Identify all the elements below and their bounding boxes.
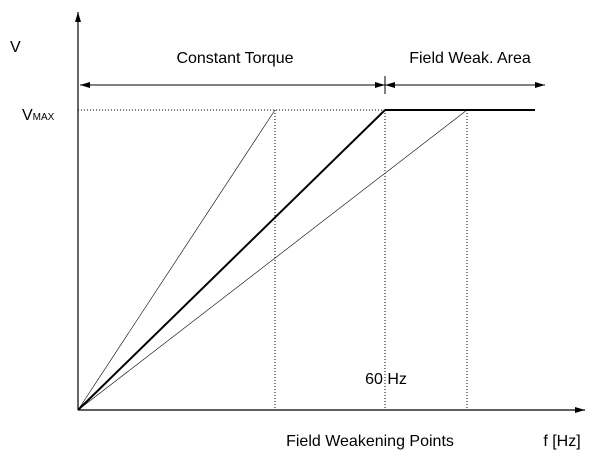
y-axis-label: V <box>10 39 21 56</box>
constant-torque-label: Constant Torque <box>176 50 293 67</box>
vmax-main: V <box>22 107 33 124</box>
x-axis-label: f [Hz] <box>543 433 580 450</box>
ramp-steep <box>77 109 276 411</box>
vmax-label: VMAX <box>22 107 55 124</box>
vmax-sub: MAX <box>33 112 55 123</box>
ramp-shallow <box>77 109 468 411</box>
marker-label: 60 Hz <box>365 371 407 388</box>
field-weak-label: Field Weak. Area <box>409 50 531 67</box>
ramp-nominal <box>77 109 386 411</box>
caption: Field Weakening Points <box>286 433 454 450</box>
